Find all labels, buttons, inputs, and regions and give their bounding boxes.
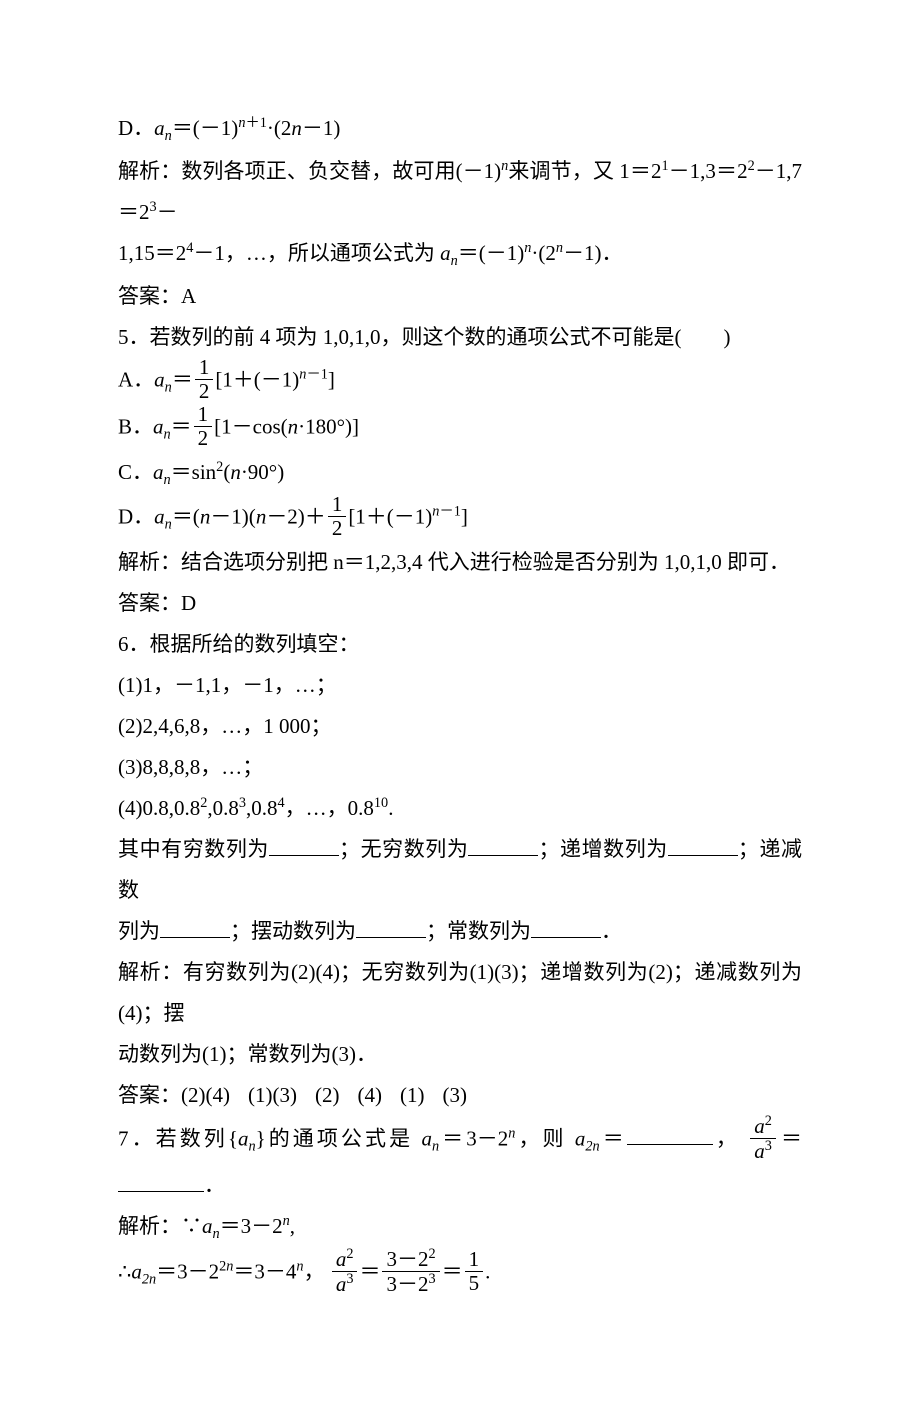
q5-opt-a: A．an＝12[1＋(－1)n－1] [118, 358, 802, 405]
q7-explain-1: 解析：∵an＝3－2n, [118, 1206, 802, 1249]
q6-explain-1: 解析：有穷数列为(2)(4)；无穷数列为(1)(3)；递增数列为(2)；递减数列… [118, 952, 802, 1034]
q4-opt-d: D．an＝(－1)n＋1·(2n－1) [118, 108, 802, 151]
q5-opt-d: D．an＝(n－1)(n－2)＋12[1＋(－1)n－1] [118, 495, 802, 542]
fraction: 12 [328, 493, 347, 540]
q5-explain: 解析：结合选项分别把 n＝1,2,3,4 代入进行检验是否分别为 1,0,1,0… [118, 542, 802, 583]
fraction-a2-a3: a2 a3 [750, 1114, 776, 1163]
q4-answer: 答案：A [118, 276, 802, 317]
q6-stem: 6．根据所给的数列填空： [118, 624, 802, 665]
q5-opt-b: B．an＝12[1－cos(n·180°)] [118, 405, 802, 452]
blank-a2n[interactable] [627, 1121, 713, 1145]
blank-ratio[interactable] [118, 1168, 204, 1192]
q7-stem: 7．若数列{an}的通项公式是 an＝3－2n，则 a2n＝， a2 a3 ＝． [118, 1116, 802, 1206]
q5-stem: 5．若数列的前 4 项为 1,0,1,0，则这个数的通项公式不可能是( ) [118, 317, 802, 358]
q5-answer: 答案：D [118, 583, 802, 624]
q6-item-1: (1)1，－1,1，－1，…； [118, 665, 802, 706]
q6-item-3: (3)8,8,8,8，…； [118, 747, 802, 788]
fraction: 12 [195, 356, 214, 403]
blank-finite[interactable] [269, 832, 339, 856]
q4-exp-lead: 解析：数列各项正、负交替，故可用(－1) [118, 159, 501, 183]
blank-decreasing[interactable] [160, 914, 230, 938]
q6-answer: 答案：(2)(4)(1)(3)(2)(4)(1)(3) [118, 1075, 802, 1116]
fraction: 12 [194, 403, 213, 450]
opt-d-label: D． [118, 116, 154, 140]
blank-constant[interactable] [531, 914, 601, 938]
blank-increasing[interactable] [668, 832, 738, 856]
q4-explain-2: 1,15＝24－1，…，所以通项公式为 an＝(－1)n·(2n－1)． [118, 233, 802, 276]
q7-explain-2: ∴a2n＝3－22n＝3－4n， a2 a3 ＝ 3－22 3－23 ＝ 1 5… [118, 1249, 802, 1298]
fraction-val-2: 1 5 [465, 1248, 484, 1295]
blank-infinite[interactable] [468, 832, 538, 856]
blank-oscillating[interactable] [356, 914, 426, 938]
q6-item-4: (4)0.8,0.82,0.83,0.84，…，0.810. [118, 788, 802, 829]
q4-exp-mid: 来调节，又 1＝2 [508, 159, 661, 183]
q6-explain-2: 动数列为(1)；常数列为(3)． [118, 1034, 802, 1075]
q6-blanks-row1: 其中有穷数列为；无穷数列为；递增数列为；递减数 [118, 829, 802, 911]
q6-item-2: (2)2,4,6,8，…，1 000； [118, 706, 802, 747]
fraction-a2-a3-b: a2 a3 [332, 1247, 358, 1296]
q4-explain-1: 解析：数列各项正、负交替，故可用(－1)n来调节，又 1＝21－1,3＝22－1… [118, 151, 802, 233]
q5-opt-c: C．an＝sin2(n·90°) [118, 452, 802, 495]
q6-blanks-row2: 列为；摆动数列为；常数列为． [118, 911, 802, 952]
fraction-val-1: 3－22 3－23 [382, 1247, 439, 1296]
page: D．an＝(－1)n＋1·(2n－1) 解析：数列各项正、负交替，故可用(－1)… [0, 0, 920, 1418]
